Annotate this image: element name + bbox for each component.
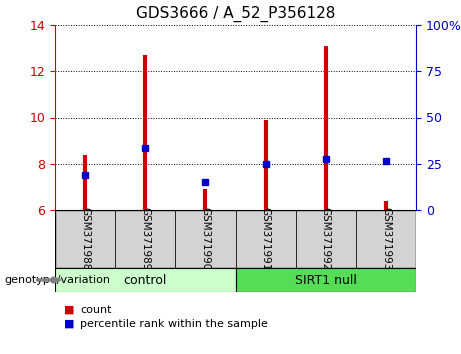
Text: GSM371993: GSM371993 [381,207,391,271]
Text: percentile rank within the sample: percentile rank within the sample [80,319,268,329]
Bar [236,268,416,292]
Text: ■: ■ [64,305,75,315]
Bar [236,210,296,268]
Text: GSM371990: GSM371990 [201,207,210,270]
Bar [175,210,236,268]
Title: GDS3666 / A_52_P356128: GDS3666 / A_52_P356128 [136,6,335,22]
Bar [55,268,236,292]
Text: GSM371989: GSM371989 [140,207,150,271]
Bar [296,210,356,268]
Bar [115,210,175,268]
Text: ■: ■ [64,319,75,329]
Text: SIRT1 null: SIRT1 null [295,274,357,286]
Text: control: control [124,274,167,286]
Text: count: count [80,305,112,315]
Text: GSM371991: GSM371991 [260,207,271,271]
Text: genotype/variation: genotype/variation [5,275,111,285]
Bar [356,210,416,268]
Text: GSM371992: GSM371992 [321,207,331,271]
Bar [55,210,115,268]
Text: GSM371988: GSM371988 [80,207,90,271]
